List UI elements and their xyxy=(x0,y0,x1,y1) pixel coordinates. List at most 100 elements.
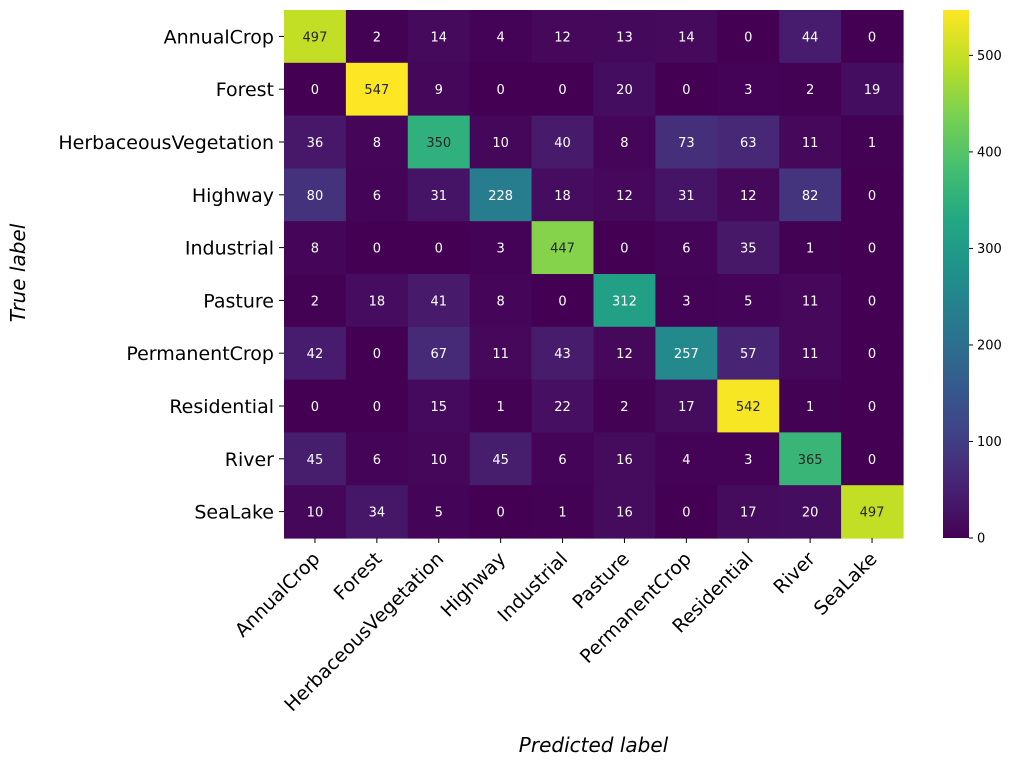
cell-value-label: 12 xyxy=(616,347,633,362)
heatmap-cell xyxy=(841,221,904,275)
heatmap-cell xyxy=(655,274,718,328)
y-tick-label: AnnualCrop xyxy=(164,26,274,48)
heatmap-cell xyxy=(841,115,904,169)
cell-value-label: 14 xyxy=(430,30,447,45)
heatmap-cell xyxy=(779,326,842,381)
heatmap-cell xyxy=(593,168,656,222)
heatmap-cell xyxy=(469,10,533,64)
cell-value-label: 11 xyxy=(802,294,819,309)
heatmap-cell xyxy=(407,10,471,64)
cell-value-label: 312 xyxy=(612,294,637,309)
heatmap-cell xyxy=(345,221,409,275)
cell-value-label: 0 xyxy=(373,242,381,257)
heatmap-cell xyxy=(469,221,533,275)
heatmap-cell xyxy=(284,168,347,222)
cell-value-label: 0 xyxy=(868,453,876,468)
cell-value-label: 6 xyxy=(373,189,381,204)
cell-value-label: 18 xyxy=(369,294,386,309)
heatmap-cell xyxy=(841,274,904,328)
cell-value-label: 1 xyxy=(558,506,566,521)
cell-value-label: 14 xyxy=(678,30,695,45)
heatmap-cell xyxy=(284,274,347,328)
heatmap-cell xyxy=(284,485,347,539)
cell-value-label: 82 xyxy=(802,189,819,204)
cell-value-label: 2 xyxy=(373,30,381,45)
heatmap-cell xyxy=(469,115,533,169)
cell-value-label: 3 xyxy=(497,242,505,257)
cell-value-label: 8 xyxy=(497,294,505,309)
heatmap-cell xyxy=(407,115,471,169)
heatmap-cell xyxy=(717,168,780,222)
heatmap-cell xyxy=(407,221,471,275)
heatmap-cell xyxy=(655,485,718,539)
heatmap-cell xyxy=(345,274,409,328)
cell-value-label: 0 xyxy=(868,400,876,415)
heatmap-cell xyxy=(345,168,409,222)
heatmap-cell xyxy=(407,326,471,381)
cell-value-label: 0 xyxy=(868,189,876,204)
cell-value-label: 6 xyxy=(682,242,690,257)
heatmap-cell xyxy=(407,485,471,539)
cell-value-label: 45 xyxy=(492,453,509,468)
cell-value-label: 547 xyxy=(364,83,389,98)
heatmap-cell xyxy=(655,432,718,486)
heatmap-cell xyxy=(345,115,409,169)
cell-value-label: 0 xyxy=(497,506,505,521)
colorbar-tick-label: 200 xyxy=(977,338,1002,353)
cell-value-label: 35 xyxy=(740,242,757,257)
cell-value-label: 17 xyxy=(740,506,757,521)
cell-value-label: 0 xyxy=(620,242,628,257)
heatmap-cell xyxy=(469,485,533,539)
heatmap-cell xyxy=(469,432,533,486)
cell-value-label: 0 xyxy=(497,83,505,98)
heatmap-cell xyxy=(779,62,842,117)
colorbar-tick-label: 400 xyxy=(977,145,1002,160)
heatmap-cell xyxy=(841,432,904,486)
heatmap-cell xyxy=(779,10,842,64)
y-tick-label: Residential xyxy=(169,396,274,418)
heatmap-cell xyxy=(779,432,842,486)
x-axis-label: Predicted label xyxy=(519,733,669,757)
heatmap-cell xyxy=(593,274,656,328)
cell-value-label: 497 xyxy=(860,506,885,521)
cell-value-label: 8 xyxy=(311,242,319,257)
cell-value-label: 365 xyxy=(798,453,823,468)
cell-value-label: 42 xyxy=(307,347,324,362)
cell-value-label: 67 xyxy=(430,347,447,362)
cell-value-label: 447 xyxy=(550,242,575,257)
cell-value-label: 6 xyxy=(558,453,566,468)
cell-value-label: 12 xyxy=(740,189,757,204)
cell-value-label: 542 xyxy=(736,400,761,415)
cell-value-label: 12 xyxy=(616,189,633,204)
heatmap-cell xyxy=(345,62,409,117)
heatmap-cell xyxy=(717,115,780,169)
cell-value-label: 11 xyxy=(492,347,509,362)
y-tick-labels: AnnualCrop Forest HerbaceousVegetation High… xyxy=(58,26,284,524)
heatmap-cell xyxy=(593,379,656,433)
cell-value-label: 80 xyxy=(307,189,324,204)
cell-value-label: 0 xyxy=(558,294,566,309)
heatmap-cell xyxy=(779,274,842,328)
cell-value-label: 18 xyxy=(554,189,571,204)
cell-value-label: 4 xyxy=(497,30,505,45)
heatmap-cell xyxy=(469,326,533,381)
heatmap-cell xyxy=(531,221,595,275)
cell-value-label: 16 xyxy=(616,453,633,468)
heatmap-cell xyxy=(593,115,656,169)
heatmap-cell xyxy=(284,432,347,486)
heatmap-cell xyxy=(717,221,780,275)
heatmap-cell xyxy=(841,168,904,222)
cell-value-label: 10 xyxy=(430,453,447,468)
cell-value-label: 0 xyxy=(868,347,876,362)
cell-value-label: 1 xyxy=(806,242,814,257)
heatmap-cell xyxy=(407,274,471,328)
cell-value-label: 3 xyxy=(744,83,752,98)
heatmap-cell xyxy=(345,485,409,539)
heatmap-cell xyxy=(345,326,409,381)
cell-value-label: 11 xyxy=(802,347,819,362)
heatmap-cell xyxy=(531,274,595,328)
cell-value-label: 10 xyxy=(307,506,324,521)
cell-value-label: 6 xyxy=(373,453,381,468)
heatmap-cell xyxy=(717,10,780,64)
